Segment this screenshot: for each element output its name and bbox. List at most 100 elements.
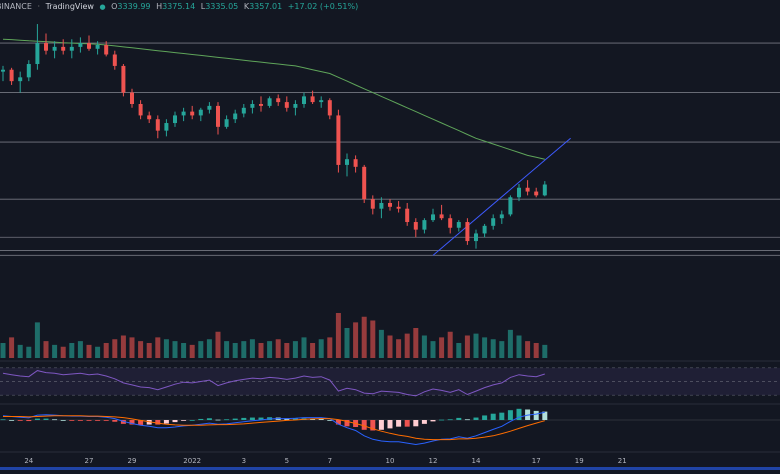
time-axis-label: 17 <box>532 457 541 465</box>
macd-histogram-bar <box>215 419 221 421</box>
volume-bar <box>241 341 247 358</box>
volume-bar <box>525 341 531 358</box>
macd-histogram-bar <box>26 420 32 422</box>
macd-histogram-bar <box>224 419 230 421</box>
change-value: +17.02 (+0.51%) <box>287 2 359 11</box>
macd-histogram-bar <box>249 417 255 420</box>
macd-signal-line <box>3 415 545 441</box>
macd-histogram-bar <box>378 420 384 430</box>
macd-histogram-bar <box>120 420 126 424</box>
candle-body <box>465 222 470 242</box>
volume-bar <box>327 337 333 358</box>
candle-body <box>1 69 5 72</box>
macd-histogram-bar <box>413 420 419 427</box>
price-pane[interactable] <box>0 24 780 256</box>
volume-bar <box>103 343 109 358</box>
macd-histogram-bar <box>396 420 402 427</box>
macd-histogram-bar <box>361 420 367 430</box>
time-axis-label: 29 <box>128 457 137 465</box>
macd-histogram-bar <box>516 408 522 420</box>
candle-body <box>69 46 74 51</box>
candle-body <box>439 214 444 219</box>
open-label: O <box>111 2 118 11</box>
macd-histogram-bar <box>17 420 23 421</box>
candle-body <box>241 107 246 114</box>
volume-bar <box>490 339 496 358</box>
volume-bar <box>464 335 470 358</box>
candle-body <box>190 111 195 116</box>
macd-histogram-bar <box>542 411 548 420</box>
macd-histogram-bar <box>129 420 135 425</box>
volume-bar <box>77 341 83 358</box>
macd-histogram-bar <box>34 418 40 420</box>
volume-bar <box>95 346 101 358</box>
high-value: 3375.14 <box>162 2 196 11</box>
candle-body <box>517 187 521 198</box>
time-axis-label: 3 <box>242 457 246 465</box>
symbol-label[interactable]: BINANCE <box>0 2 32 11</box>
volume-bar <box>447 331 453 358</box>
candle-body <box>26 64 31 78</box>
candle-body <box>147 115 152 120</box>
macd-histogram-bar <box>241 417 247 420</box>
candle-body <box>284 102 289 108</box>
volume-bar <box>275 339 281 358</box>
macd-histogram-bar <box>189 420 195 421</box>
volume-bar <box>284 343 290 358</box>
time-axis-label: 19 <box>575 457 584 465</box>
candle-body <box>482 225 487 234</box>
volume-bar <box>206 339 212 358</box>
candle-body <box>121 65 126 93</box>
volume-bar <box>499 341 505 358</box>
candle-body <box>198 109 203 116</box>
volume-bar <box>215 331 221 358</box>
candle-body <box>87 43 91 49</box>
candle-body <box>112 54 117 66</box>
close-label: K <box>243 2 250 11</box>
open-value: 3339.99 <box>117 2 151 11</box>
macd-histogram-bar <box>499 412 505 420</box>
macd-histogram-bar <box>490 413 496 420</box>
brand-label: TradingView <box>45 2 94 11</box>
macd-histogram-bar <box>52 419 58 421</box>
high-label: H <box>156 2 163 11</box>
volume-bar <box>430 341 436 358</box>
volume-bar <box>310 343 316 358</box>
candle-body <box>542 184 547 196</box>
volume-bar <box>378 329 384 358</box>
candle-body <box>499 214 504 219</box>
candle-body <box>155 119 160 131</box>
macd-histogram-bar <box>344 420 350 427</box>
volume-bar <box>507 329 513 358</box>
macd-histogram-bar <box>447 419 453 421</box>
rsi-line <box>2 370 545 397</box>
macd-histogram-bar <box>77 420 83 421</box>
time-axis[interactable]: 24 27 29 2022 3 5 7 10 12 14 17 19 21 <box>0 451 780 470</box>
rsi-pane <box>0 360 780 397</box>
candle-body <box>474 233 478 242</box>
volume-bar <box>361 316 367 358</box>
macd-histogram-bar <box>258 417 264 420</box>
low-label: L <box>200 2 206 11</box>
macd-histogram-bar <box>533 410 539 420</box>
macd-histogram-bar <box>473 417 479 420</box>
volume-bar <box>43 341 49 358</box>
candle-body <box>259 103 263 106</box>
candle-body <box>173 115 177 124</box>
macd-histogram-bar <box>69 420 75 421</box>
volume-bar <box>198 341 204 358</box>
candle-body <box>216 105 220 127</box>
candle-body <box>345 159 349 165</box>
macd-histogram-bar <box>464 419 470 421</box>
candle-body <box>95 44 100 49</box>
time-axis-label: 27 <box>85 457 94 465</box>
macd-histogram-bar <box>421 420 427 424</box>
macd-histogram-bar <box>155 420 161 425</box>
candle-body <box>525 187 530 192</box>
volume-bar <box>138 341 144 358</box>
candle-body <box>353 159 358 167</box>
volume-bar <box>421 335 427 358</box>
volume-bar <box>34 322 40 358</box>
